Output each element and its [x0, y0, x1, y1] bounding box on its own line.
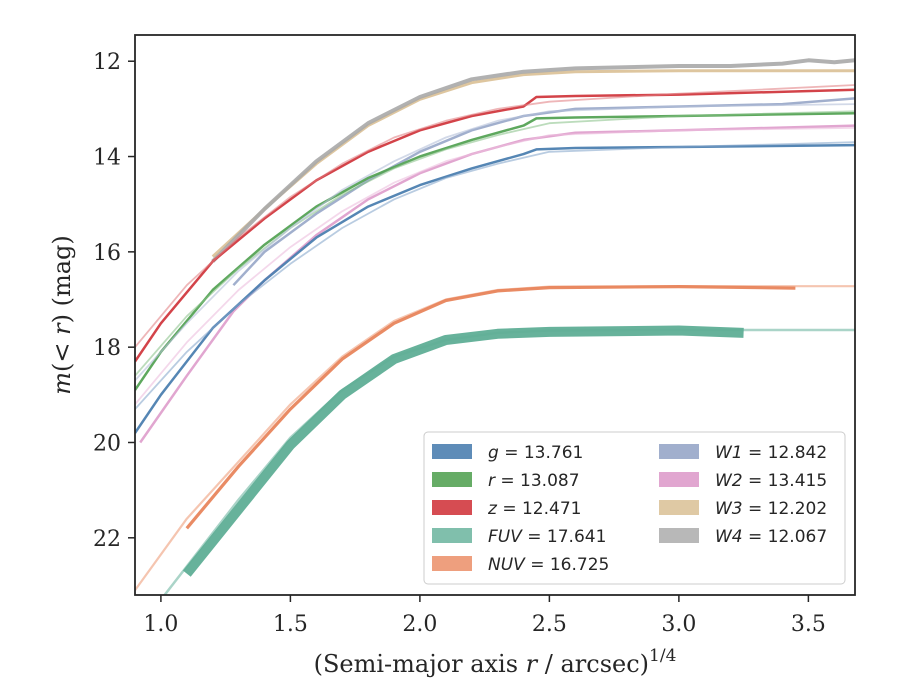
x-tick-label: 2.5: [532, 612, 567, 637]
series-line-r-9: [135, 111, 855, 391]
y-axis-label-mid: (<: [48, 335, 76, 372]
series-line-z-10: [135, 88, 855, 363]
x-tick-label: 3.5: [791, 612, 826, 637]
x-tick-label: 1.0: [143, 612, 178, 637]
y-axis-label-var: m: [48, 372, 76, 395]
legend-label: z = 12.471: [487, 499, 581, 519]
legend-swatch: [659, 500, 699, 515]
y-tick-label: 18: [93, 336, 121, 361]
legend-item-fuv: FUV = 17.641: [432, 527, 606, 547]
legend-entries: g = 13.761 r = 13.087 z = 12.471 FUV = 17.6…: [432, 443, 827, 575]
legend-swatch: [659, 528, 699, 543]
series-line-w2-7: [139, 124, 855, 444]
y-axis-label-post: ) (mag): [48, 235, 76, 323]
y-tick-label: 14: [93, 146, 121, 171]
series-line-nuv-3: [185, 285, 796, 530]
series-line-w4-5: [211, 58, 855, 263]
legend-label: W2 = 13.415: [715, 471, 827, 491]
legend-swatch: [432, 500, 472, 515]
legend-item-w4: W4 = 12.067: [659, 527, 827, 547]
x-axis-label-pre: (Semi-major axis: [314, 650, 526, 678]
legend-swatch: [432, 528, 472, 543]
x-axis-label-sup: 1/4: [649, 646, 676, 666]
legend-swatch: [432, 472, 472, 487]
series-line-z-11: [135, 84, 855, 348]
y-tick-label: 16: [93, 241, 121, 266]
legend-label: FUV = 17.641: [488, 527, 606, 547]
x-tick-label: 2.0: [402, 612, 437, 637]
series-layer: [135, 58, 855, 595]
legend-swatch: [432, 444, 472, 459]
legend-frame: [423, 431, 846, 585]
legend-swatch: [432, 556, 472, 571]
legend-item-r: r = 13.087: [432, 471, 580, 491]
legend-label: g = 13.761: [488, 443, 583, 463]
legend-item-g: g = 13.761: [432, 443, 583, 463]
y-axis-label-var2: r: [48, 322, 76, 335]
y-tick-label: 22: [93, 527, 121, 552]
x-tick-label: 3.0: [661, 612, 696, 637]
legend-label: W3 = 12.202: [715, 499, 827, 519]
legend-item-z: z = 12.471: [432, 499, 581, 519]
series-line-w1-6: [232, 97, 855, 287]
x-tick-label: 1.5: [273, 612, 308, 637]
legend-item-w3: W3 = 12.202: [659, 499, 827, 519]
x-axis: 1.0 1.5 2.0 2.5 3.0 3.5: [143, 595, 826, 637]
y-axis-label: m(< r) (mag): [48, 235, 76, 395]
series-line-g-12: [135, 141, 855, 410]
series-line-r-13: [135, 110, 855, 377]
legend-item-w2: W2 = 13.415: [659, 471, 827, 491]
y-tick-label: 12: [93, 50, 121, 75]
plot-frame: [134, 34, 856, 596]
series-line-w1-14: [135, 103, 855, 382]
x-axis-label-var: r: [526, 650, 539, 678]
legend-label: W1 = 12.842: [715, 443, 827, 463]
x-axis-label-post: / arcsec): [537, 650, 649, 678]
series-line-w2-15: [135, 127, 855, 405]
x-axis-label: (Semi-major axis r / arcsec)1/4: [314, 646, 677, 678]
legend-swatch: [659, 472, 699, 487]
legend: g = 13.761 r = 13.087 z = 12.471 FUV = 17.6…: [423, 431, 846, 585]
legend-swatch: [659, 444, 699, 459]
legend-item-w1: W1 = 12.842: [659, 443, 827, 463]
legend-item-nuv: NUV = 16.725: [432, 555, 609, 575]
legend-label: r = 13.087: [488, 471, 580, 491]
legend-label: W4 = 12.067: [715, 527, 827, 547]
y-tick-label: 20: [93, 431, 121, 456]
series-line-fuv-1: [182, 325, 744, 577]
legend-label: NUV = 16.725: [488, 555, 609, 575]
y-axis: 12 14 16 18 20 22: [93, 50, 135, 552]
